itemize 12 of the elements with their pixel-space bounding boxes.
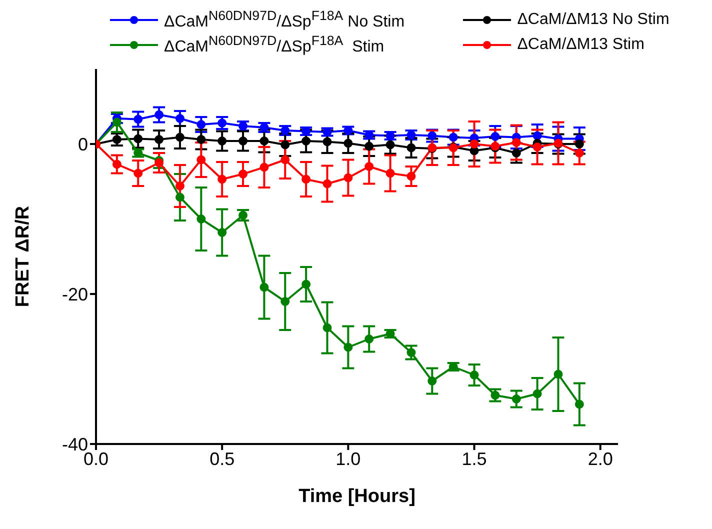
y-tick-label: -20 — [62, 284, 88, 304]
x-tick-label: 1.0 — [336, 448, 361, 468]
y-axis-title: FRET ΔR/R — [12, 205, 34, 307]
legend-label: ΔCaM/ΔM13 Stim — [517, 36, 644, 54]
legend-label: ΔCaM$^{N60DN97D}$/ΔSp$^{F18A}$ No Stim — [164, 8, 405, 32]
legend-label: ΔCaM$^{N60DN97D}$/ΔSp$^{F18A}$ Stim — [164, 33, 384, 57]
x-tick-label: 1.5 — [462, 448, 487, 468]
x-tick-label: 2.0 — [588, 448, 613, 468]
x-tick-label: 0.5 — [210, 448, 235, 468]
y-tick-label: 0 — [78, 134, 88, 154]
x-axis-title: Time [Hours] — [298, 486, 416, 507]
legend-label: ΔCaM/ΔM13 No Stim — [517, 10, 670, 29]
